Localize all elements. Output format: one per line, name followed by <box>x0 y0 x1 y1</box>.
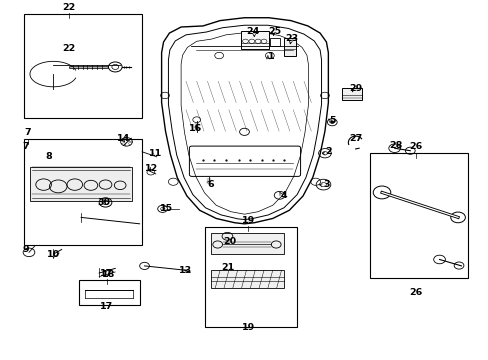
Bar <box>283 39 296 56</box>
Text: 17: 17 <box>100 302 113 311</box>
Text: 19: 19 <box>241 323 255 332</box>
Bar <box>211 233 283 254</box>
Text: 4: 4 <box>280 191 286 200</box>
Circle shape <box>372 186 390 199</box>
Text: 9: 9 <box>22 245 29 254</box>
Text: 26: 26 <box>408 143 422 152</box>
Text: 27: 27 <box>348 134 362 143</box>
Text: 25: 25 <box>267 27 281 36</box>
Bar <box>211 270 283 288</box>
Text: 15: 15 <box>160 204 173 213</box>
Text: 10: 10 <box>47 249 60 258</box>
Bar <box>269 39 279 46</box>
Bar <box>341 88 361 100</box>
Text: 22: 22 <box>62 3 76 12</box>
Text: 11: 11 <box>149 149 162 158</box>
Text: 22: 22 <box>62 44 76 53</box>
Text: 7: 7 <box>22 141 29 150</box>
Text: 29: 29 <box>348 84 362 93</box>
Text: 30: 30 <box>98 198 110 207</box>
Circle shape <box>330 121 333 123</box>
Text: 18: 18 <box>102 270 115 279</box>
Text: 17: 17 <box>100 269 113 278</box>
Text: 7: 7 <box>24 128 31 137</box>
Text: 21: 21 <box>221 263 234 272</box>
Bar <box>24 14 142 118</box>
Bar <box>24 139 142 245</box>
Text: 3: 3 <box>323 180 329 189</box>
Text: 1: 1 <box>267 53 274 62</box>
Text: 13: 13 <box>178 266 191 275</box>
Text: 8: 8 <box>45 152 52 161</box>
Bar <box>30 167 132 201</box>
Bar <box>204 228 297 327</box>
Text: 26: 26 <box>408 288 422 297</box>
Text: 23: 23 <box>285 34 298 43</box>
Text: 16: 16 <box>189 124 202 133</box>
Text: 28: 28 <box>388 141 402 150</box>
Text: 2: 2 <box>325 147 331 156</box>
Circle shape <box>450 212 465 223</box>
Bar <box>240 31 268 49</box>
Text: 20: 20 <box>223 237 236 246</box>
Bar <box>79 280 140 305</box>
Text: 6: 6 <box>206 180 213 189</box>
Text: 24: 24 <box>246 27 259 36</box>
Text: 5: 5 <box>328 116 335 125</box>
Bar <box>369 153 467 278</box>
Text: 12: 12 <box>145 164 158 173</box>
Text: 14: 14 <box>117 135 130 144</box>
Text: 19: 19 <box>241 216 255 225</box>
